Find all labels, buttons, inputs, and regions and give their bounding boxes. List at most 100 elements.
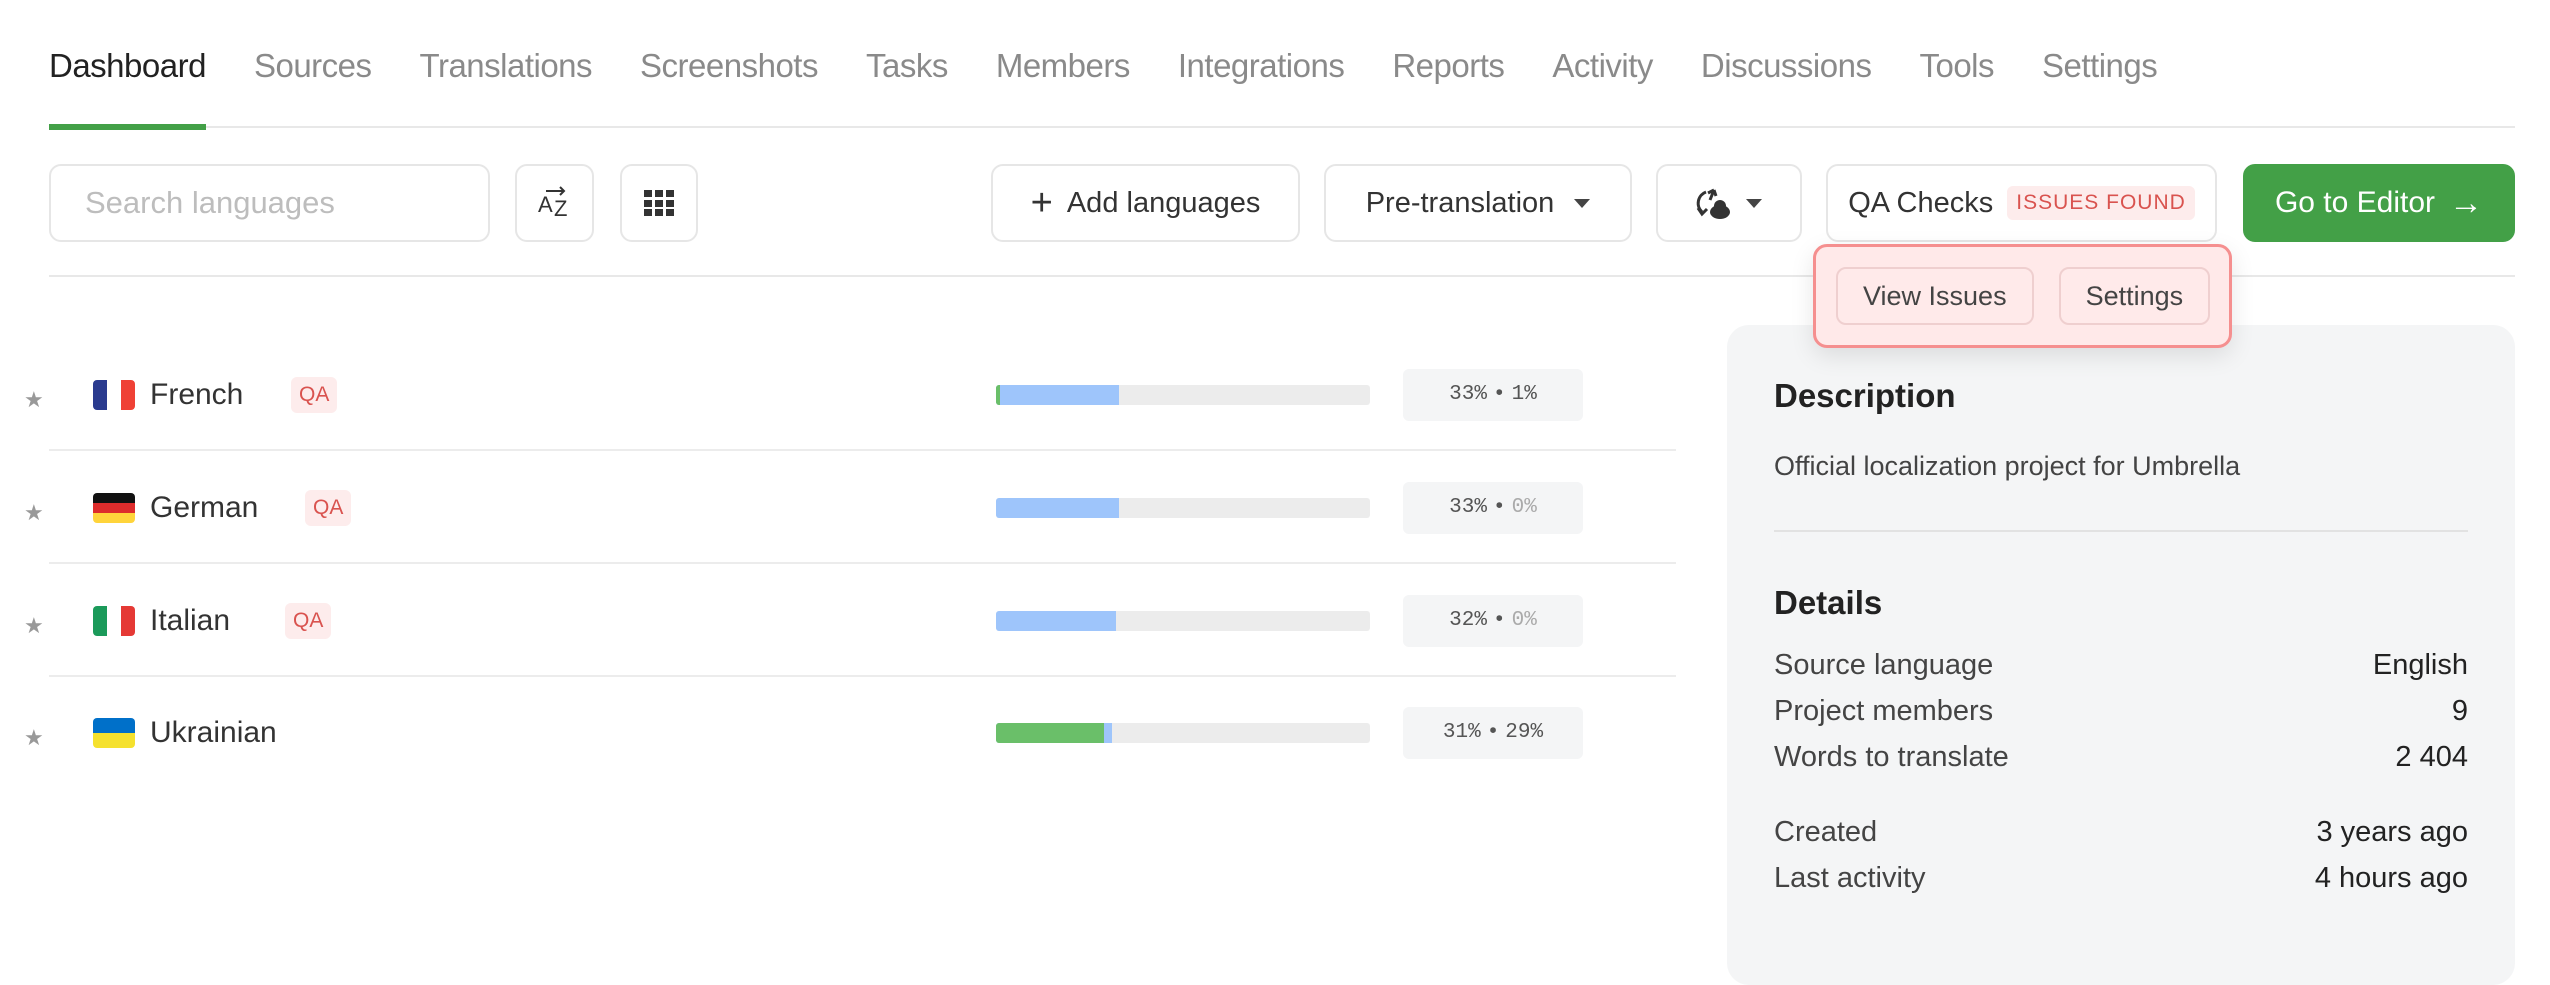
detail-row: Last activity 4 hours ago [1774,855,2468,901]
search-languages-input-box[interactable] [49,164,490,242]
sync-dropdown[interactable] [1656,164,1802,242]
detail-label: Words to translate [1774,740,2009,773]
tab-sources[interactable]: Sources [253,47,372,84]
tab-tasks[interactable]: Tasks [865,47,948,84]
translated-fill [996,497,1120,518]
approved-percent: 29% [1505,721,1544,744]
detail-value: 9 [2451,694,2468,727]
translated-fill [996,384,1120,405]
flag-icon [93,379,135,410]
detail-value: 3 years ago [2316,815,2468,848]
language-name[interactable]: German [150,490,259,524]
details-list: Source language English Project members 9 Wo… [1774,642,2468,901]
sync-cloud-icon [1696,188,1730,219]
project-info-panel: Description Official localization projec… [1727,325,2515,985]
svg-text:Z: Z [554,196,567,220]
star-icon[interactable]: ★ [24,386,44,412]
qa-badge: QA [285,602,332,639]
dot-separator: • [1492,383,1506,406]
plus-icon: + [1030,182,1053,224]
star-icon[interactable]: ★ [24,724,44,750]
star-icon[interactable]: ★ [24,499,44,525]
qa-settings-button[interactable]: Settings [2058,267,2211,325]
approved-percent: 0% [1511,609,1537,632]
caret-down-icon [1574,198,1591,208]
tab-tools[interactable]: Tools [1919,47,1995,84]
description-text: Official localization project for Umbrel… [1774,451,2241,481]
language-name[interactable]: Italian [150,603,231,637]
detail-row: Source language English [1774,642,2468,688]
translated-percent: 33% [1449,496,1487,519]
detail-value: 4 hours ago [2314,861,2468,894]
add-languages-label: Add languages [1066,186,1261,219]
qa-checks-label: QA Checks [1848,186,1994,219]
row-divider [49,449,1676,451]
detail-value: 2 404 [2395,740,2468,773]
row-divider [49,562,1676,564]
progress-chip: 31% • 29% [1403,706,1583,759]
detail-label: Source language [1774,648,1994,681]
language-name[interactable]: French [150,377,244,411]
progress-bar [996,497,1370,518]
language-name[interactable]: Ukrainian [150,715,277,749]
detail-row: Words to translate 2 404 [1774,734,2468,780]
dot-separator: • [1486,721,1500,744]
approved-fill [996,384,1000,405]
caret-down-icon [1746,198,1762,208]
description-heading: Description [1774,377,1956,414]
qa-checks-popover: View Issues Settings [1813,244,2232,348]
progress-chip: 33% • 0% [1403,481,1583,534]
tab-discussions[interactable]: Discussions [1700,47,1872,84]
star-icon[interactable]: ★ [24,612,44,638]
tab-translations[interactable]: Translations [419,47,593,84]
translated-percent: 33% [1449,383,1487,406]
language-row[interactable]: ★ Ukrainian 31% • 29% [0,676,1676,789]
progress-bar [996,610,1370,631]
svg-text:A: A [538,192,553,217]
progress-bar [996,722,1370,743]
flag-icon [93,605,135,636]
tab-reports[interactable]: Reports [1392,47,1505,84]
flag-icon [93,717,135,748]
detail-row: Created 3 years ago [1774,809,2468,855]
qa-badge: QA [291,376,338,413]
progress-chip: 32% • 0% [1403,594,1583,647]
details-heading: Details [1774,584,1883,621]
grid-view-button[interactable] [620,164,698,242]
dot-separator: • [1492,496,1506,519]
panel-divider [1774,530,2468,532]
row-divider [49,675,1676,677]
progress-bar [996,384,1370,405]
detail-value: English [2372,648,2468,681]
detail-label: Project members [1774,694,1994,727]
view-issues-button[interactable]: View Issues [1836,267,2034,325]
flag-icon [93,492,135,523]
approved-fill [996,722,1105,743]
pre-translation-dropdown[interactable]: Pre-translation [1324,164,1632,242]
detail-label: Last activity [1774,861,1926,894]
tab-members[interactable]: Members [995,47,1131,84]
approved-percent: 1% [1511,383,1537,406]
language-row[interactable]: ★ German QA 33% • 0% [0,451,1676,564]
tab-screenshots[interactable]: Screenshots [640,47,818,84]
approved-percent: 0% [1511,496,1537,519]
language-row[interactable]: ★ Italian QA 32% • 0% [0,564,1676,677]
add-languages-button[interactable]: + Add languages [991,164,1300,242]
detail-label: Created [1774,815,1878,848]
project-tabs: Dashboard Sources Translations Screenshots T… [49,0,2515,130]
translated-percent: 31% [1442,721,1481,744]
tab-integrations[interactable]: Integrations [1177,47,1345,84]
search-languages-input[interactable] [85,185,488,221]
language-row[interactable]: ★ French QA 33% • 1% [0,338,1676,451]
go-to-editor-label: Go to Editor [2274,186,2436,219]
dot-separator: • [1492,609,1506,632]
detail-row: Project members 9 [1774,688,2468,734]
tab-settings[interactable]: Settings [2042,47,2158,84]
qa-checks-button[interactable]: QA Checks ISSUES FOUND [1826,164,2217,242]
translated-percent: 32% [1449,609,1487,632]
tab-activity[interactable]: Activity [1552,47,1653,84]
go-to-editor-button[interactable]: Go to Editor → [2243,164,2515,242]
tab-dashboard[interactable]: Dashboard [49,0,230,130]
